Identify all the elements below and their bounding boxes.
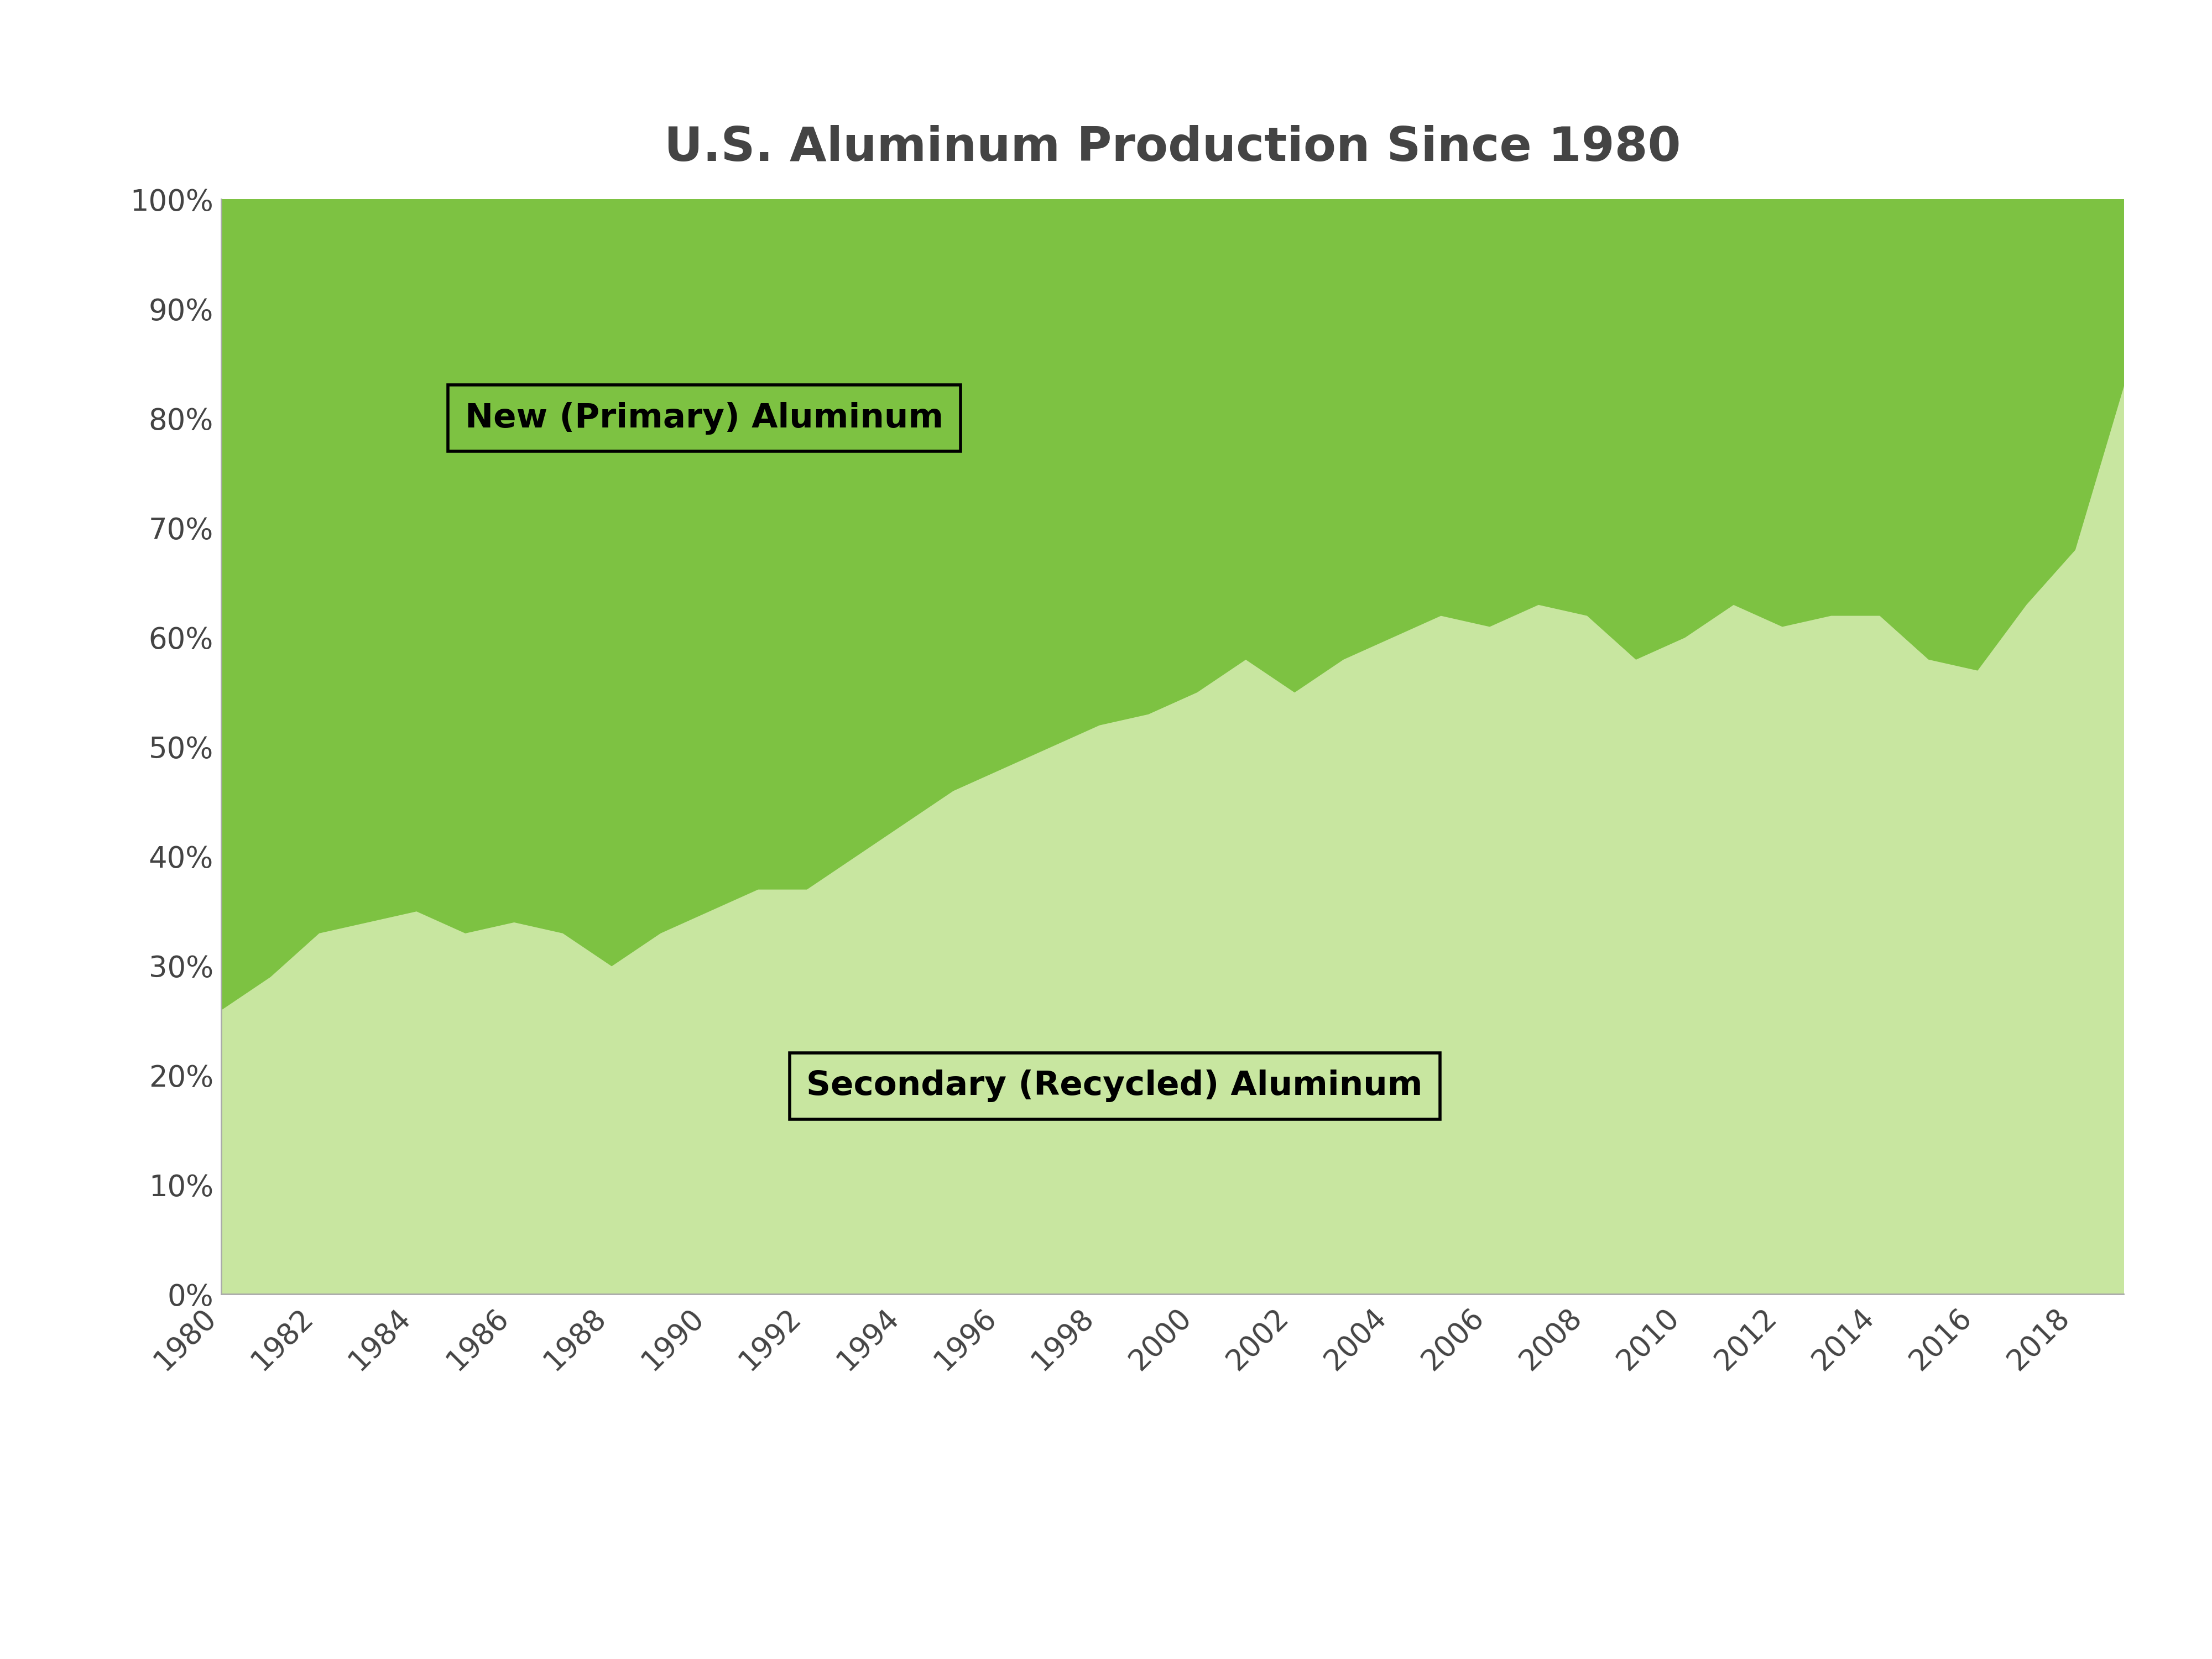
Text: New (Primary) Aluminum: New (Primary) Aluminum: [465, 401, 945, 435]
Text: Secondary (Recycled) Aluminum: Secondary (Recycled) Aluminum: [807, 1070, 1422, 1102]
Title: U.S. Aluminum Production Since 1980: U.S. Aluminum Production Since 1980: [664, 124, 1681, 171]
